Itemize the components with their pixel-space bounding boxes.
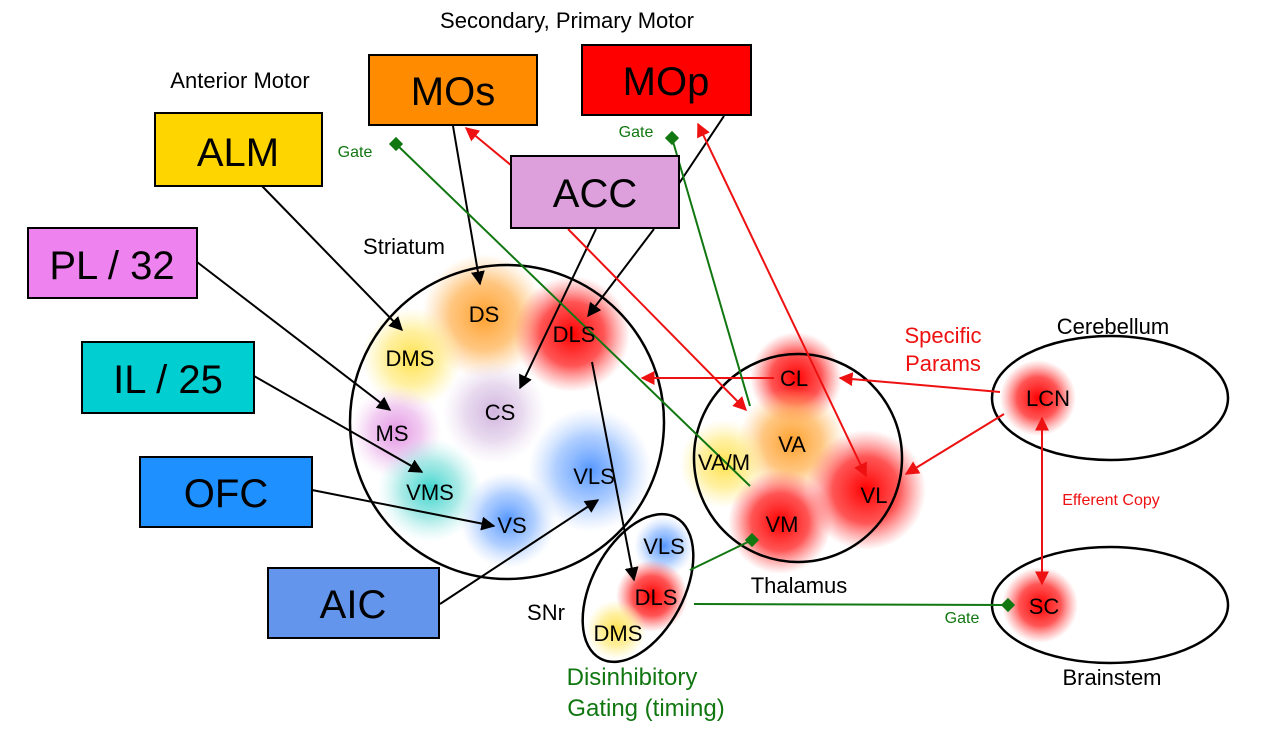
vl-label: VL <box>861 483 888 508</box>
mos-to-ds-arrow <box>452 125 485 286</box>
mop-vl-arrow <box>697 122 867 478</box>
anterior-motor-header: Anterior Motor <box>170 68 309 93</box>
ofc-to-vs-arrow <box>311 489 496 531</box>
sc-gate-marker <box>1000 597 1016 613</box>
vls-blob <box>528 408 652 532</box>
dls-label: DLS <box>553 322 596 347</box>
mop-label: MOp <box>623 60 710 104</box>
specific-params-line1: Specific <box>904 323 981 348</box>
dms-label: DMS <box>386 346 435 371</box>
acc-to-dls-arrow <box>587 228 655 318</box>
efferent-copy-label: Efferent Copy <box>1062 492 1160 509</box>
ofc-label: OFC <box>184 472 268 516</box>
lcn-to-vl-arrow <box>904 413 1005 475</box>
thalamus-title: Thalamus <box>751 573 848 598</box>
snr-dms-label: DMS <box>594 621 643 646</box>
sc-gate-label: Gate <box>945 610 980 627</box>
snr-vls-label: VLS <box>643 534 685 559</box>
vms-blob <box>378 438 482 542</box>
aic-to-vls-arrow <box>439 499 600 605</box>
alm-label: ALM <box>197 131 279 175</box>
brainstem-title: Brainstem <box>1062 665 1161 690</box>
il-box <box>81 341 255 414</box>
aic-box <box>267 567 440 639</box>
dms-blob <box>362 308 462 408</box>
mos-gate-label: Gate <box>338 144 373 161</box>
striatum-outline <box>348 263 666 581</box>
cerebellum-title: Cerebellum <box>1057 314 1170 339</box>
cs-label: CS <box>485 400 516 425</box>
disinhibitory-line2: Gating (timing) <box>567 695 724 722</box>
snr-dls-label: DLS <box>635 585 678 610</box>
vm-blob <box>728 470 832 574</box>
cl-label: CL <box>780 366 808 391</box>
va-label: VA <box>778 432 806 457</box>
vms-label: VMS <box>406 480 454 505</box>
acc-label: ACC <box>553 172 637 216</box>
mos-gate-marker <box>388 136 404 152</box>
ds-label: DS <box>469 302 500 327</box>
ofc-box <box>139 456 313 528</box>
lcn-to-cl-arrow <box>838 372 1001 393</box>
acc-to-cs-arrow <box>519 228 597 390</box>
lcn-blob <box>1000 360 1076 436</box>
striatum-title: Striatum <box>363 234 445 259</box>
pl-label: PL / 32 <box>49 244 174 288</box>
snr-to-sc-gate-line <box>693 603 1009 606</box>
dls-to-snr-dls-arrow <box>591 361 639 582</box>
sc-label: SC <box>1029 594 1060 619</box>
vls-label: VLS <box>573 464 615 489</box>
disinhibitory-line1: Disinhibitory <box>567 664 698 691</box>
secondary-primary-motor-header: Secondary, Primary Motor <box>440 8 694 33</box>
aic-label: AIC <box>320 583 387 627</box>
lcn-label: LCN <box>1026 386 1070 411</box>
mop-gate-marker <box>664 130 680 146</box>
pl-box <box>27 227 198 299</box>
sc-blob <box>1002 567 1078 643</box>
mos-box <box>368 54 538 126</box>
ms-label: MS <box>376 421 409 446</box>
pl-to-ms-arrow <box>196 261 392 411</box>
mos-label: MOs <box>411 70 495 114</box>
mop-box <box>581 44 752 116</box>
acc-to-mos-arrow <box>464 127 513 167</box>
cerebellum-outline <box>990 334 1230 462</box>
vm-label: VM <box>766 512 799 537</box>
va-to-mop-gate-line <box>671 137 751 407</box>
acc-box <box>510 155 680 229</box>
snr-to-vm-gate-line <box>689 539 753 571</box>
snr-dms-blob <box>586 600 646 660</box>
vam-label: VA/M <box>698 450 750 475</box>
snr-title: SNr <box>527 600 565 625</box>
vs-label: VS <box>497 513 526 538</box>
alm-box <box>154 112 323 187</box>
il-to-vms-arrow <box>253 375 424 473</box>
mop-gate-label: Gate <box>619 124 654 141</box>
alm-to-dms-arrow <box>261 185 403 332</box>
specific-params-line2: Params <box>905 351 981 376</box>
snr-outline <box>581 512 695 664</box>
vam-to-mos-gate-line <box>395 143 751 487</box>
il-label: IL / 25 <box>113 358 223 402</box>
vm-gate-marker <box>744 532 760 548</box>
